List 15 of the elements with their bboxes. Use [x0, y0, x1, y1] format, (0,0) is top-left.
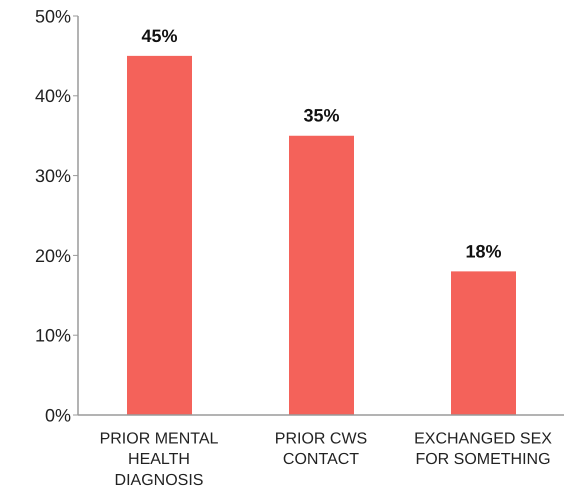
y-tick-label: 50%	[34, 6, 71, 26]
y-tick-label: 40%	[34, 86, 71, 106]
y-tick-label: 20%	[34, 246, 71, 266]
bar	[451, 271, 516, 415]
x-tick-label: PRIOR CWS CONTACT	[274, 430, 368, 468]
y-tick-label: 0%	[44, 405, 71, 426]
x-tick-label: EXCHANGED SEX FOR SOMETHING	[414, 430, 552, 468]
x-tick-label: PRIOR MENTAL HEALTH DIAGNOSIS	[100, 430, 219, 489]
y-tick-label: 30%	[34, 166, 71, 186]
data-label: 35%	[303, 106, 340, 126]
bar	[289, 136, 354, 415]
bar	[127, 56, 192, 415]
data-label: 18%	[465, 241, 502, 262]
data-label: 45%	[141, 26, 178, 46]
y-tick-label: 10%	[34, 326, 71, 346]
